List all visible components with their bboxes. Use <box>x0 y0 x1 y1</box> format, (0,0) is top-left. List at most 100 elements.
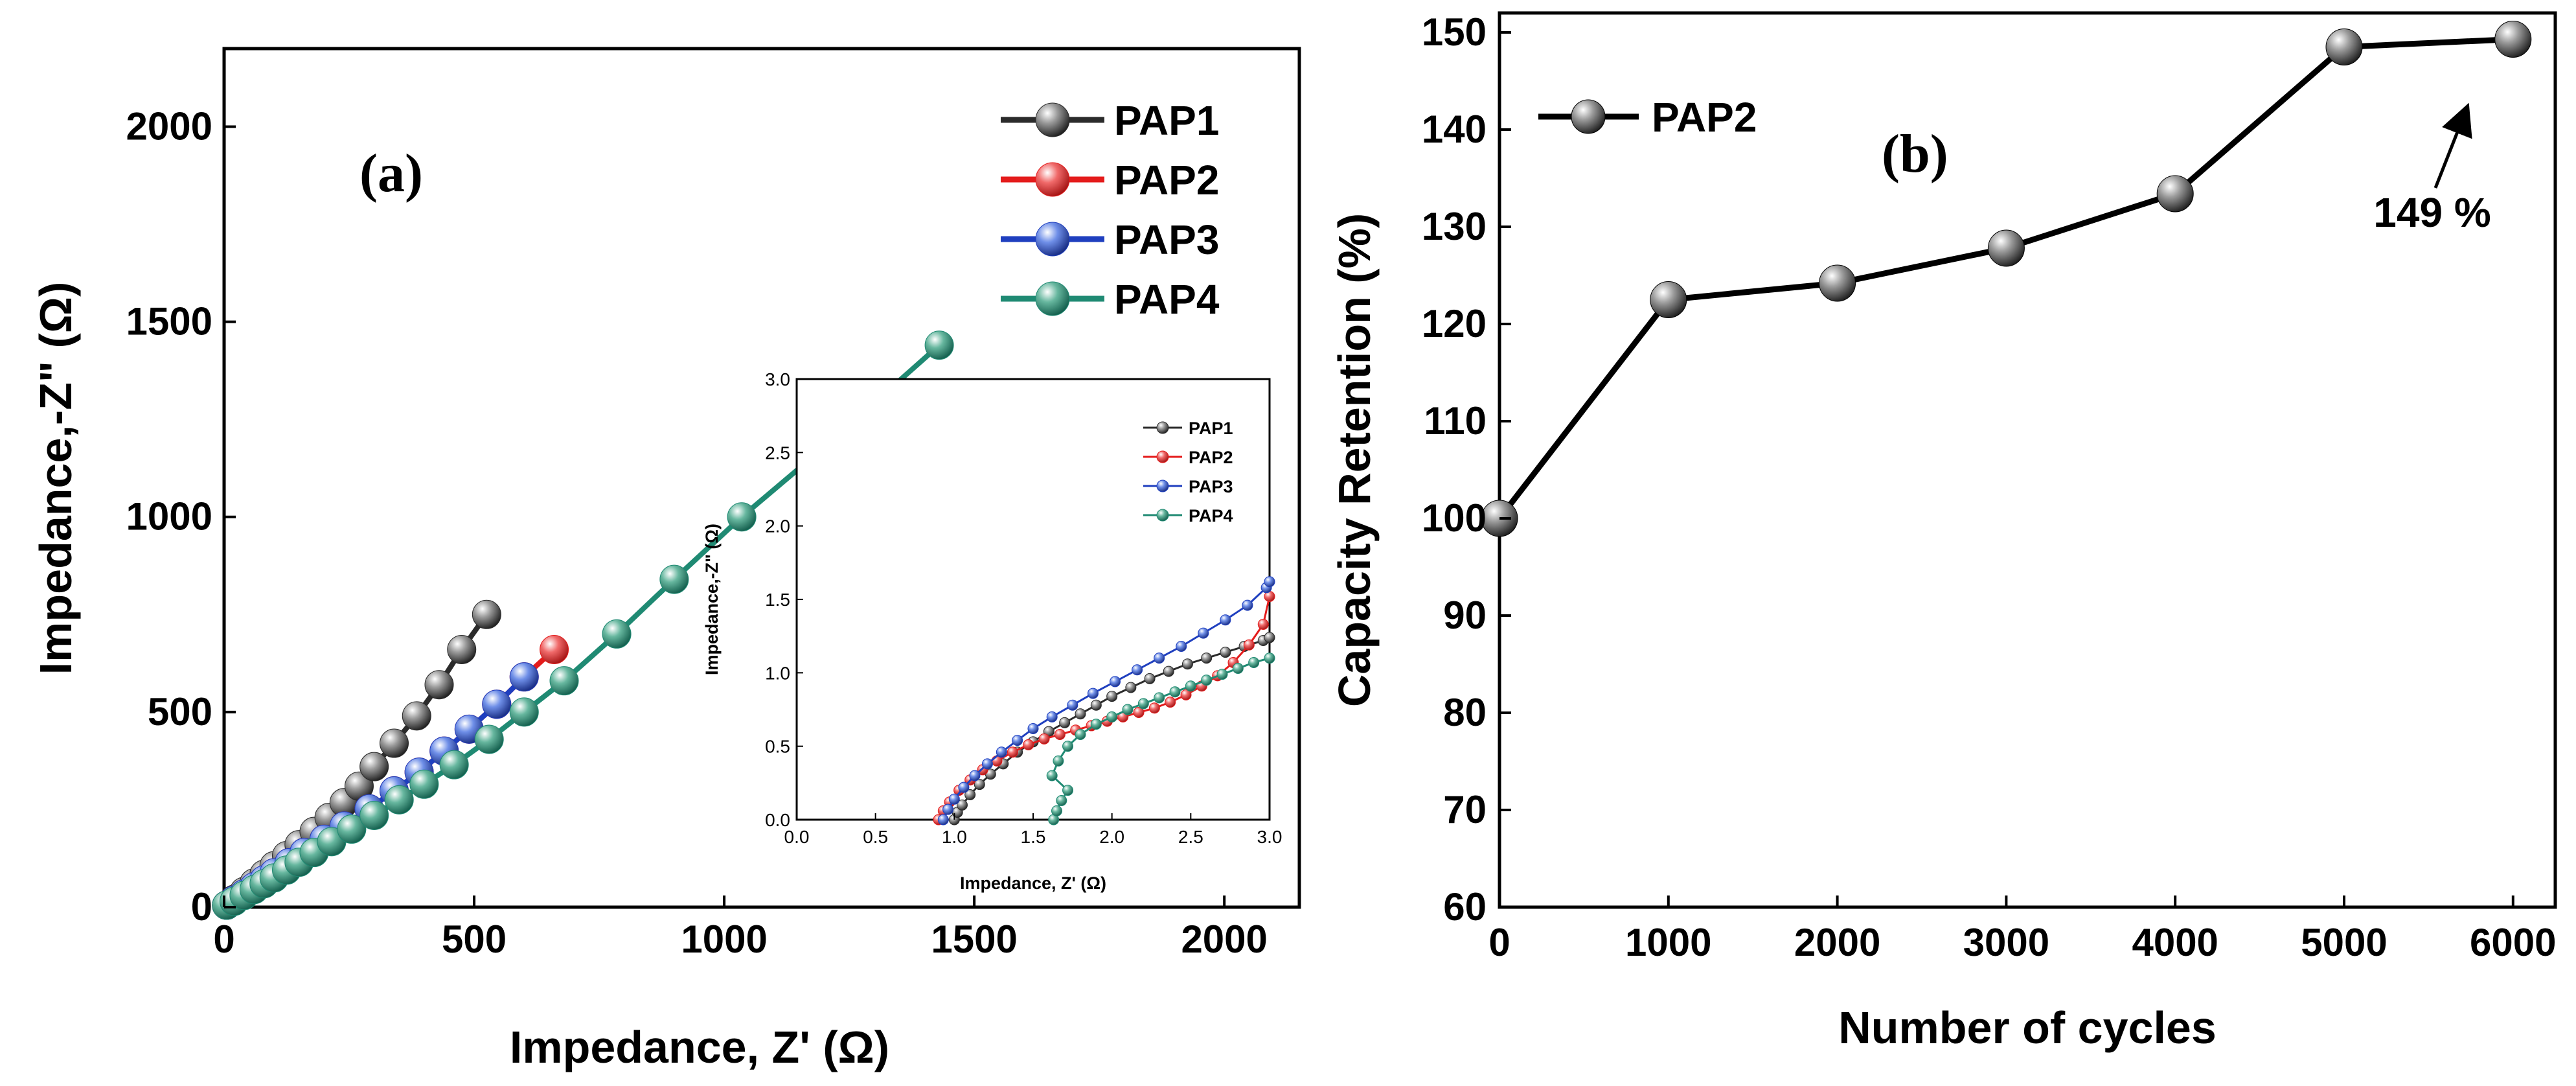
inset-point-pap4 <box>1169 686 1181 698</box>
inset-point-pap2 <box>1165 697 1176 708</box>
panel-b-point-pap2 <box>2325 29 2363 65</box>
panel-a-x-tick-label: 0 <box>213 918 234 961</box>
inset-point-pap3 <box>1220 614 1231 626</box>
panel-b-y-tick-label: 100 <box>1422 496 1487 540</box>
inset-series <box>933 576 1275 826</box>
panel-a-y-tick-label: 2000 <box>126 104 212 148</box>
panel-b-label: (b) <box>1882 124 1948 184</box>
inset-point-pap1 <box>974 779 985 791</box>
panel-b-y-tick-label: 70 <box>1443 788 1487 831</box>
inset-point-pap4 <box>1090 719 1102 730</box>
inset-point-pap4 <box>1106 711 1118 722</box>
inset-point-pap4 <box>1062 785 1074 796</box>
inset-legend-marker-pap3 <box>1156 479 1169 492</box>
inset-point-pap2 <box>1007 746 1018 758</box>
inset-point-pap3 <box>1110 676 1121 687</box>
inset-point-pap3 <box>996 746 1007 758</box>
panel-a-legend-marker-pap1 <box>1035 102 1070 137</box>
inset-point-pap2 <box>1180 689 1192 700</box>
panel-a-legend-label-pap3: PAP3 <box>1114 216 1219 263</box>
panel-b-y-tick-label: 130 <box>1422 205 1487 248</box>
inset-legend-label-pap2: PAP2 <box>1189 448 1233 467</box>
inset-point-pap3 <box>937 814 949 826</box>
panel-a-legend-marker-pap3 <box>1035 222 1070 257</box>
inset-y-tick-label: 2.5 <box>765 443 790 463</box>
panel-a-point-pap4 <box>509 697 539 727</box>
inset-legend-label-pap1: PAP1 <box>1189 419 1233 438</box>
inset-point-pap4 <box>1201 675 1213 686</box>
panel-b-x-axis-label: Number of cycles <box>1838 1002 2217 1053</box>
inset-y-tick-label: 2.0 <box>765 516 790 537</box>
panel-a-x-ticks: 0 500 1000 1500 2000 <box>213 895 1268 961</box>
inset-x-tick-label: 3.0 <box>1257 827 1282 847</box>
panel-b-point-pap2 <box>1987 229 2025 267</box>
inset-point-pap4 <box>1154 692 1165 704</box>
panel-b-y-tick-label: 120 <box>1422 302 1487 345</box>
panel-b-y-tick-label: 140 <box>1422 108 1487 151</box>
panel-a-x-tick-label: 1000 <box>681 918 767 961</box>
panel-a-legend-marker-pap4 <box>1035 281 1070 316</box>
inset-point-pap3 <box>969 770 981 781</box>
panel-a-point-pap4 <box>409 769 439 799</box>
inset-point-pap1 <box>1059 717 1071 728</box>
inset-point-pap4 <box>1053 755 1064 767</box>
panel-a-point-pap4 <box>924 330 954 360</box>
inset-y-ticks: 0.0 0.5 1.0 1.5 2.0 2.5 3.0 <box>765 369 803 830</box>
panel-a-point-pap4 <box>727 502 757 532</box>
panel-a-point-pap4 <box>359 800 389 830</box>
panel-a-point-pap4 <box>474 724 504 754</box>
inset-legend-marker-pap2 <box>1156 450 1169 463</box>
inset-point-pap1 <box>957 799 968 811</box>
inset-point-pap3 <box>1046 711 1058 722</box>
panel-b-y-tick-label: 80 <box>1443 691 1487 734</box>
panel-a-point-pap1 <box>359 752 389 781</box>
inset-point-pap3 <box>1242 599 1253 611</box>
panel-a-x-axis-label: Impedance, Z' (Ω) <box>510 1022 889 1072</box>
panel-a-point-pap4 <box>337 814 367 844</box>
panel-b-series <box>1481 21 2532 537</box>
inset-point-pap4 <box>1232 663 1244 675</box>
panel-b-y-tick-label: 110 <box>1424 399 1487 443</box>
inset-legend-marker-pap4 <box>1156 509 1169 522</box>
inset-y-axis-label: Impedance,-Z" (Ω) <box>702 524 722 675</box>
inset-point-pap2 <box>1054 729 1066 741</box>
inset-point-pap1 <box>1220 647 1231 658</box>
panel-a-x-tick-label: 1500 <box>931 918 1017 961</box>
panel-b-legend-label-pap2: PAP2 <box>1652 94 1757 141</box>
inset-point-pap1 <box>1075 708 1086 720</box>
panel-b-point-pap2 <box>2156 175 2194 213</box>
panel-b-capacity-retention-plot: 0 1000 2000 3000 4000 5000 6000 60 70 80 90 100 110… <box>1329 10 2557 1053</box>
inset-x-tick-label: 0.5 <box>863 827 888 847</box>
panel-a-label: (a) <box>359 143 423 203</box>
panel-a-legend-label-pap2: PAP2 <box>1114 157 1219 203</box>
panel-b-annotation-arrow <box>2434 102 2472 189</box>
panel-a-point-pap4 <box>439 750 469 780</box>
inset-point-pap1 <box>1090 699 1102 711</box>
inset-point-pap2 <box>1148 702 1160 714</box>
inset-point-pap1 <box>1201 653 1213 664</box>
inset-x-tick-label: 2.0 <box>1099 827 1124 847</box>
inset-x-tick-label: 1.0 <box>942 827 967 847</box>
panel-b-x-tick-label: 1000 <box>1625 921 1711 964</box>
panel-b-point-pap2 <box>1650 281 1687 318</box>
inset-y-tick-label: 0.5 <box>765 737 790 757</box>
panel-a-point-pap1 <box>472 599 501 629</box>
panel-a-point-pap4 <box>549 666 579 696</box>
panel-a-point-pap1 <box>402 701 431 731</box>
inset-point-pap3 <box>1132 664 1143 676</box>
inset-point-pap3 <box>1012 735 1023 746</box>
panel-b-plot-frame <box>1498 11 2557 909</box>
panel-a-y-tick-label: 1500 <box>126 300 212 343</box>
panel-b-y-ticks: 60 70 80 90 100 110 120 130 140 150 <box>1422 10 1511 929</box>
inset-y-tick-label: 1.0 <box>765 663 790 683</box>
inset-plot: 0.0 0.5 1.0 1.5 2.0 2.5 3.0 0.0 0.5 1.0 1.5 2.0 2.5… <box>702 369 1282 893</box>
panel-b-y-axis-label: Capacity Retention (%) <box>1329 213 1380 707</box>
panel-b-x-tick-label: 6000 <box>2470 921 2556 964</box>
inset-point-pap1 <box>1181 658 1193 670</box>
panel-a-point-pap1 <box>380 728 409 758</box>
inset-point-pap3 <box>1067 699 1078 711</box>
inset-y-tick-label: 3.0 <box>765 369 790 389</box>
panel-a-point-pap1 <box>424 670 454 700</box>
panel-a-legend-label-pap1: PAP1 <box>1114 97 1219 144</box>
inset-point-pap3 <box>958 781 970 793</box>
